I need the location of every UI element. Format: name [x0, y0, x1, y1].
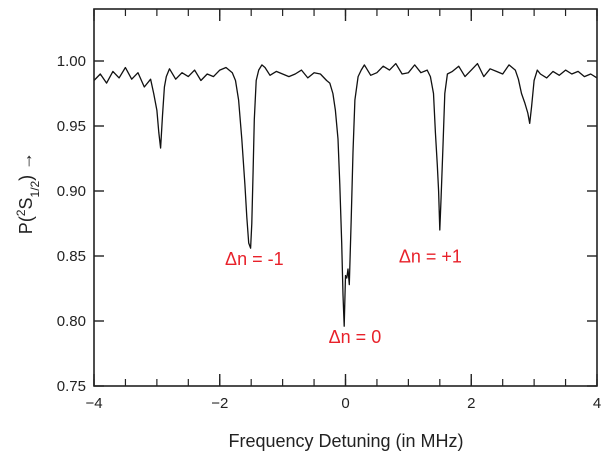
annotation-label: Δn = +1	[399, 247, 462, 267]
x-tick-label: 0	[341, 395, 349, 412]
y-tick-label: 0.80	[57, 313, 86, 330]
plot-series	[93, 62, 598, 327]
y-axis-title: P(2S1/2) →	[14, 152, 42, 234]
axis-ticks: −4 −2 0 2 4 0.75 0.80 0.85 0.90 0.95 1.00	[57, 9, 601, 412]
plot-frame	[93, 8, 598, 387]
y-tick-label: 1.00	[57, 53, 86, 70]
x-tick-label: 4	[593, 395, 601, 412]
y-axis-title-text: P(2S1/2) →	[14, 152, 42, 234]
x-tick-label: −2	[211, 395, 228, 412]
series-line	[93, 62, 598, 327]
y-tick-label: 0.95	[57, 118, 86, 135]
y-tick-label: 0.90	[57, 183, 86, 200]
annotation-label: Δn = -1	[225, 249, 284, 269]
y-tick-label: 0.85	[57, 248, 86, 265]
x-tick-label: −4	[85, 395, 102, 412]
x-tick-label: 2	[467, 395, 475, 412]
y-tick-label: 0.75	[57, 378, 86, 395]
x-axis-title: Frequency Detuning (in MHz)	[228, 431, 463, 451]
annotation-label: Δn = 0	[329, 327, 382, 347]
annotations: Δn = -1 Δn = 0 Δn = +1	[225, 247, 462, 348]
